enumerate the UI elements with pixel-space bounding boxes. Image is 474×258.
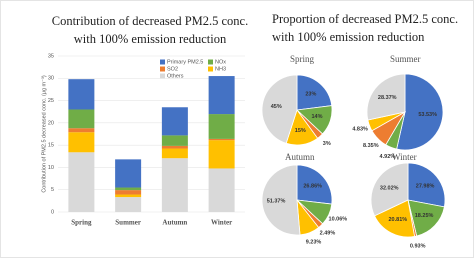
bar-segment <box>208 140 235 169</box>
pie-value-label: 26.86% <box>303 183 322 189</box>
pie-slice <box>261 74 298 144</box>
legend-swatch <box>208 59 213 65</box>
pie-value-label: 4.83% <box>352 127 368 133</box>
bar-segment <box>68 132 95 153</box>
pie-value-label: 27.98% <box>416 183 435 189</box>
bar-segment <box>161 158 188 212</box>
legend-swatch <box>208 66 213 72</box>
legend-label: NOx <box>215 59 226 65</box>
x-tick-label: Winter <box>211 219 232 227</box>
y-tick-label: 35 <box>48 53 54 59</box>
pie-slice <box>296 164 333 205</box>
y-tick-label: 0 <box>51 209 54 215</box>
pie-title: Summer <box>390 54 421 64</box>
pie-value-label: 15% <box>295 128 306 134</box>
bar-segment <box>161 107 188 136</box>
bar-segment <box>208 168 235 212</box>
y-tick-label: 20 <box>48 120 54 126</box>
pie-slice <box>296 74 333 111</box>
bar-segment <box>161 135 188 146</box>
y-tick-label: 10 <box>48 165 54 171</box>
pie-value-label: 20.81% <box>389 217 408 223</box>
pie-value-label: 53.53% <box>418 112 437 118</box>
bar-segment <box>208 138 235 141</box>
bar-segment <box>115 197 142 212</box>
legend-label: Primary PM2.5 <box>167 59 203 65</box>
x-tick-label: Autumn <box>162 219 187 227</box>
pie-slice <box>370 162 409 217</box>
legend-swatch <box>160 73 165 79</box>
pie-panel-title: Proportion of decreased PM2.5 conc. <box>272 12 458 26</box>
legend-label: Others <box>167 73 184 79</box>
y-tick-label: 15 <box>48 143 54 149</box>
y-axis-label: Contribution of PM2.5 decreased conc. (μ… <box>41 75 47 193</box>
y-tick-label: 25 <box>48 98 54 104</box>
pie-title: Autumn <box>285 152 315 162</box>
bar-segment <box>115 190 142 195</box>
bar-segment <box>68 79 95 110</box>
bar-segment <box>161 145 188 149</box>
bar-title: with 100% emission reduction <box>74 32 227 46</box>
pie-slice <box>366 73 406 121</box>
bar-segment <box>68 152 95 212</box>
pie-value-label: 0.93% <box>410 243 426 249</box>
pie-slice <box>374 199 416 238</box>
bar-segment <box>208 76 235 115</box>
x-tick-label: Summer <box>115 219 141 227</box>
pie-value-label: 18.25% <box>415 213 434 219</box>
pie-title: Winter <box>392 152 417 162</box>
x-tick-label: Spring <box>71 219 92 227</box>
pie-title: Spring <box>290 54 315 64</box>
pie-slice <box>407 199 445 237</box>
pie-value-label: 3% <box>323 141 331 147</box>
legend-swatch <box>160 59 165 65</box>
pie-value-label: 32.02% <box>380 186 399 192</box>
y-tick-label: 30 <box>48 76 54 82</box>
legend-label: SO2 <box>167 66 178 72</box>
pie-slice <box>407 162 446 208</box>
bar-segment <box>208 114 235 139</box>
legend-swatch <box>160 66 165 72</box>
pie-value-label: 9.23% <box>306 239 322 245</box>
pie-value-label: 45% <box>271 104 282 110</box>
pie-value-label: 28.37% <box>378 95 397 101</box>
pie-value-label: 14% <box>311 114 322 120</box>
pie-value-label: 23% <box>305 92 316 98</box>
bar-segment <box>68 109 95 129</box>
pie-value-label: 51.37% <box>267 198 286 204</box>
pie-slice <box>396 73 444 151</box>
pie-value-label: 4.92% <box>380 154 396 160</box>
y-tick-label: 5 <box>51 187 54 193</box>
pie-value-label: 8.35% <box>363 143 379 149</box>
pie-slice <box>261 164 301 236</box>
pie-panel-title: with 100% emission reduction <box>272 30 425 44</box>
bar-segment <box>115 194 142 198</box>
pie-value-label: 10.06% <box>329 216 348 222</box>
bar-segment <box>68 128 95 133</box>
pie-value-label: 2.49% <box>320 231 336 237</box>
bar-segment <box>115 187 142 191</box>
bar-segment <box>115 159 142 188</box>
bar-segment <box>161 148 188 159</box>
bar-title: Contribution of decreased PM2.5 conc. <box>52 14 248 28</box>
legend-label: NH3 <box>215 66 226 72</box>
